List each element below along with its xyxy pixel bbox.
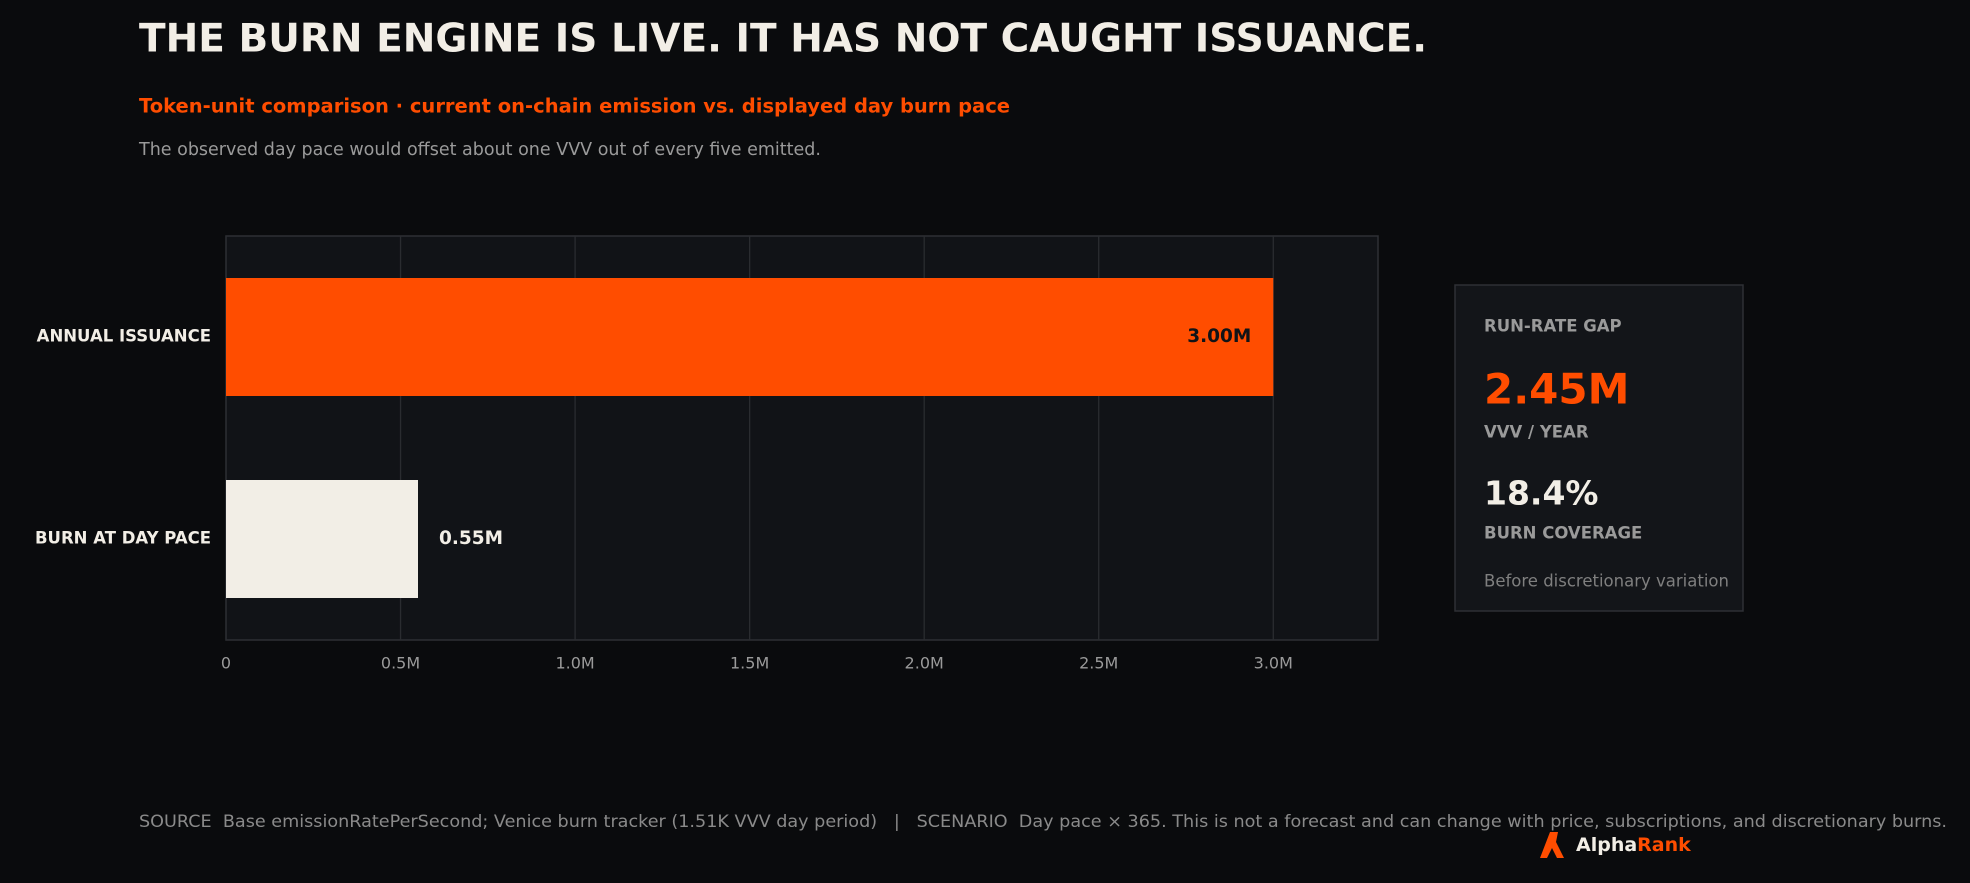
x-tick-label: 1.0M xyxy=(555,654,594,673)
category-label: ANNUAL ISSUANCE xyxy=(37,327,211,346)
chart-title: THE BURN ENGINE IS LIVE. IT HAS NOT CAUG… xyxy=(139,17,1427,62)
value-label: 3.00M xyxy=(1187,326,1251,347)
bar xyxy=(226,278,1274,396)
x-tick-label: 2.5M xyxy=(1079,654,1118,673)
bar xyxy=(226,480,418,598)
footer-source: SOURCE Base emissionRatePerSecond; Venic… xyxy=(139,812,1947,832)
value-label: 0.55M xyxy=(439,528,503,549)
chart-subtitle: Token-unit comparison · current on-chain… xyxy=(139,95,1010,118)
panel-heading: RUN-RATE GAP xyxy=(1484,317,1622,336)
x-tick-label: 2.0M xyxy=(905,654,944,673)
panel-note: Before discretionary variation xyxy=(1484,572,1729,591)
logo-first: Alpha xyxy=(1576,834,1637,856)
kpi-panel xyxy=(1454,284,1744,612)
coverage-value: 18.4% xyxy=(1484,474,1599,513)
logo-icon xyxy=(1540,832,1564,858)
x-tick-label: 1.5M xyxy=(730,654,769,673)
coverage-label: BURN COVERAGE xyxy=(1484,524,1642,543)
category-label: BURN AT DAY PACE xyxy=(35,529,211,548)
x-tick-label: 0.5M xyxy=(381,654,420,673)
logo: AlphaRank xyxy=(1576,834,1691,856)
logo-second: Rank xyxy=(1637,834,1691,856)
x-tick-label: 0 xyxy=(221,654,231,673)
gap-unit: VVV / YEAR xyxy=(1484,423,1589,442)
chart-description: The observed day pace would offset about… xyxy=(138,140,821,160)
x-tick-label: 3.0M xyxy=(1254,654,1293,673)
gap-value: 2.45M xyxy=(1484,365,1629,414)
